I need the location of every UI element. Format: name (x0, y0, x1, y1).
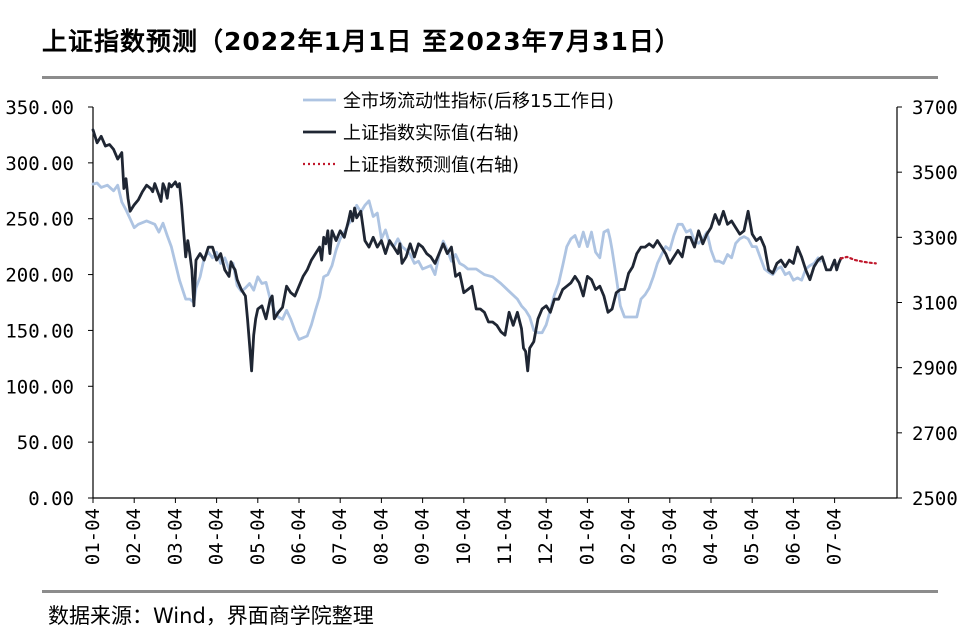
legend: 全市场流动性指标(后移15工作日) 上证指数实际值(右轴) 上证指数预测值(右轴) (303, 91, 614, 176)
source-note: 数据来源：Wind，界面商学院整理 (48, 604, 374, 628)
x-tick-label: 11-04 (494, 508, 516, 565)
right-tick-label: 3700 (912, 97, 958, 119)
left-tick-label: 250.00 (5, 209, 74, 231)
series-line-2 (839, 255, 877, 265)
legend-label-1: 上证指数实际值(右轴) (343, 123, 519, 144)
left-tick-label: 150.00 (5, 320, 74, 342)
x-tick-label: 03-04 (659, 508, 681, 565)
x-tick-label: 05-04 (247, 508, 269, 565)
left-tick-label: 200.00 (5, 265, 74, 287)
x-tick-label: 04-04 (700, 508, 722, 565)
left-tick-label: 350.00 (5, 97, 74, 119)
right-tick-label: 3100 (912, 293, 958, 315)
x-tick-label: 10-04 (453, 508, 475, 565)
x-tick-label: 05-04 (741, 508, 763, 565)
right-tick-label: 3300 (912, 227, 958, 249)
right-tick-label: 2700 (912, 423, 958, 445)
x-tick-label: 02-04 (618, 508, 640, 565)
bottom-rule (42, 590, 938, 593)
x-tick-label: 07-04 (824, 508, 846, 565)
chart-title: 上证指数预测（2022年1月1日 至2023年7月31日） (42, 27, 681, 56)
left-tick-label: 50.00 (17, 432, 74, 454)
legend-label-2: 上证指数预测值(右轴) (343, 155, 519, 176)
x-tick-label: 08-04 (370, 508, 392, 565)
right-tick-label: 2900 (912, 358, 958, 380)
series-line-0 (91, 181, 822, 341)
left-tick-label: 0.00 (28, 488, 74, 510)
x-tick-label: 09-04 (412, 508, 434, 565)
x-tick-label: 02-04 (123, 508, 145, 565)
left-tick-label: 300.00 (5, 153, 74, 175)
legend-label-0: 全市场流动性指标(后移15工作日) (343, 91, 614, 112)
x-tick-label: 01-04 (82, 508, 104, 565)
x-tick-label: 07-04 (329, 508, 351, 565)
x-tick-label: 06-04 (782, 508, 804, 565)
series-line-1 (91, 128, 843, 373)
x-tick-label: 06-04 (288, 508, 310, 565)
x-tick-label: 01-04 (576, 508, 598, 565)
x-tick-label: 03-04 (164, 508, 186, 565)
left-tick-label: 100.00 (5, 376, 74, 398)
x-tick-label: 12-04 (535, 508, 557, 565)
right-tick-label: 2500 (912, 488, 958, 510)
x-tick-label: 04-04 (206, 508, 228, 565)
top-rule (42, 76, 938, 79)
right-tick-label: 3500 (912, 162, 958, 184)
